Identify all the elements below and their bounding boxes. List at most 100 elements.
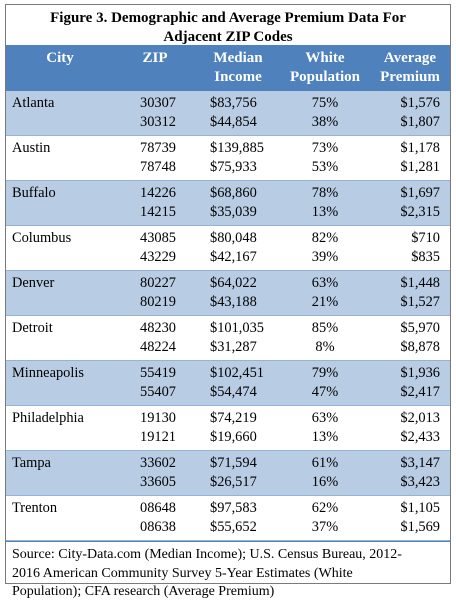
table-row: 80219 $43,188 21% $1,527 [6, 293, 450, 316]
header-average-premium: Average Premium [370, 45, 450, 91]
cell-zip: 30312 [114, 113, 196, 136]
header-white-population-line-1: White [305, 50, 345, 66]
cell-city: Atlanta [6, 91, 114, 113]
cell-white-population: 63% [280, 405, 370, 428]
cell-median-income: $42,167 [196, 248, 280, 271]
cell-city [6, 203, 114, 226]
cell-white-population: 82% [280, 225, 370, 248]
cell-average-premium: $2,433 [370, 428, 450, 451]
cell-median-income: $44,854 [196, 113, 280, 136]
table-row: 14215 $35,039 13% $2,315 [6, 203, 450, 226]
header-median-income-line-1: Median [213, 50, 263, 66]
cell-zip: 48224 [114, 338, 196, 361]
cell-average-premium: $1,936 [370, 360, 450, 383]
cell-average-premium: $5,970 [370, 315, 450, 338]
cell-zip: 19121 [114, 428, 196, 451]
cell-zip: 55419 [114, 360, 196, 383]
header-zip: ZIP [114, 45, 196, 91]
table-row: Trenton 08648 $97,583 62% $1,105 [6, 495, 450, 518]
header-median-income: Median Income [196, 45, 280, 91]
cell-zip: 14226 [114, 180, 196, 203]
cell-zip: 43229 [114, 248, 196, 271]
cell-median-income: $19,660 [196, 428, 280, 451]
cell-city: Philadelphia [6, 405, 114, 428]
table-row: 08638 $55,652 37% $1,569 [6, 518, 450, 541]
cell-average-premium: $8,878 [370, 338, 450, 361]
cell-white-population: 13% [280, 203, 370, 226]
table-row: Tampa 33602 $71,594 61% $3,147 [6, 450, 450, 473]
cell-average-premium: $3,147 [370, 450, 450, 473]
cell-median-income: $68,860 [196, 180, 280, 203]
cell-average-premium: $1,527 [370, 293, 450, 316]
cell-median-income: $97,583 [196, 495, 280, 518]
header-average-premium-line-1: Average [383, 50, 437, 66]
cell-white-population: 13% [280, 428, 370, 451]
cell-city [6, 158, 114, 181]
cell-zip: 80219 [114, 293, 196, 316]
cell-white-population: 73% [280, 135, 370, 158]
cell-average-premium: $3,423 [370, 473, 450, 496]
cell-zip: 43085 [114, 225, 196, 248]
cell-white-population: 61% [280, 450, 370, 473]
cell-city [6, 113, 114, 136]
cell-zip: 48230 [114, 315, 196, 338]
cell-white-population: 53% [280, 158, 370, 181]
cell-median-income: $74,219 [196, 405, 280, 428]
cell-white-population: 37% [280, 518, 370, 541]
cell-zip: 30307 [114, 91, 196, 113]
cell-average-premium: $2,417 [370, 383, 450, 406]
cell-zip: 80227 [114, 270, 196, 293]
cell-median-income: $101,035 [196, 315, 280, 338]
cell-median-income: $43,188 [196, 293, 280, 316]
cell-city: Tampa [6, 450, 114, 473]
cell-median-income: $26,517 [196, 473, 280, 496]
cell-zip: 08648 [114, 495, 196, 518]
cell-median-income: $75,933 [196, 158, 280, 181]
cell-city [6, 383, 114, 406]
cell-white-population: 79% [280, 360, 370, 383]
cell-average-premium: $835 [370, 248, 450, 271]
cell-city [6, 338, 114, 361]
cell-city: Denver [6, 270, 114, 293]
cell-median-income: $102,451 [196, 360, 280, 383]
table-body: Atlanta 30307 $83,756 75% $1,576 30312 $44,854… [6, 91, 450, 541]
cell-zip: 14215 [114, 203, 196, 226]
figure-title: Figure 3. Demographic and Average Premiu… [6, 5, 450, 45]
cell-median-income: $54,474 [196, 383, 280, 406]
figure-frame: Figure 3. Demographic and Average Premiu… [5, 4, 451, 599]
cell-city: Detroit [6, 315, 114, 338]
cell-median-income: $83,756 [196, 91, 280, 113]
cell-white-population: 39% [280, 248, 370, 271]
table-row: 55407 $54,474 47% $2,417 [6, 383, 450, 406]
header-white-population: White Population [280, 45, 370, 91]
table-row: Buffalo 14226 $68,860 78% $1,697 [6, 180, 450, 203]
table-row: 19121 $19,660 13% $2,433 [6, 428, 450, 451]
cell-white-population: 21% [280, 293, 370, 316]
cell-average-premium: $1,281 [370, 158, 450, 181]
cell-city [6, 428, 114, 451]
cell-zip: 55407 [114, 383, 196, 406]
table-row: Denver 80227 $64,022 63% $1,448 [6, 270, 450, 293]
cell-median-income: $139,885 [196, 135, 280, 158]
cell-zip: 78748 [114, 158, 196, 181]
table-row: Minneapolis 55419 $102,451 79% $1,936 [6, 360, 450, 383]
cell-white-population: 85% [280, 315, 370, 338]
cell-white-population: 78% [280, 180, 370, 203]
source-note-line-2: 2016 American Community Survey 5-Year Es… [12, 565, 353, 581]
figure-title-line-1: Figure 3. Demographic and Average Premiu… [50, 10, 406, 26]
cell-average-premium: $1,105 [370, 495, 450, 518]
cell-average-premium: $1,576 [370, 91, 450, 113]
source-note: Source: City-Data.com (Median Income); U… [6, 541, 450, 602]
cell-city [6, 473, 114, 496]
cell-white-population: 8% [280, 338, 370, 361]
cell-white-population: 75% [280, 91, 370, 113]
cell-zip: 19130 [114, 405, 196, 428]
cell-average-premium: $2,315 [370, 203, 450, 226]
cell-zip: 08638 [114, 518, 196, 541]
table-header-row: City ZIP Median Income White Population … [6, 45, 450, 91]
table-row: Philadelphia 19130 $74,219 63% $2,013 [6, 405, 450, 428]
cell-median-income: $55,652 [196, 518, 280, 541]
cell-city: Columbus [6, 225, 114, 248]
table-row: 48224 $31,287 8% $8,878 [6, 338, 450, 361]
cell-average-premium: $710 [370, 225, 450, 248]
